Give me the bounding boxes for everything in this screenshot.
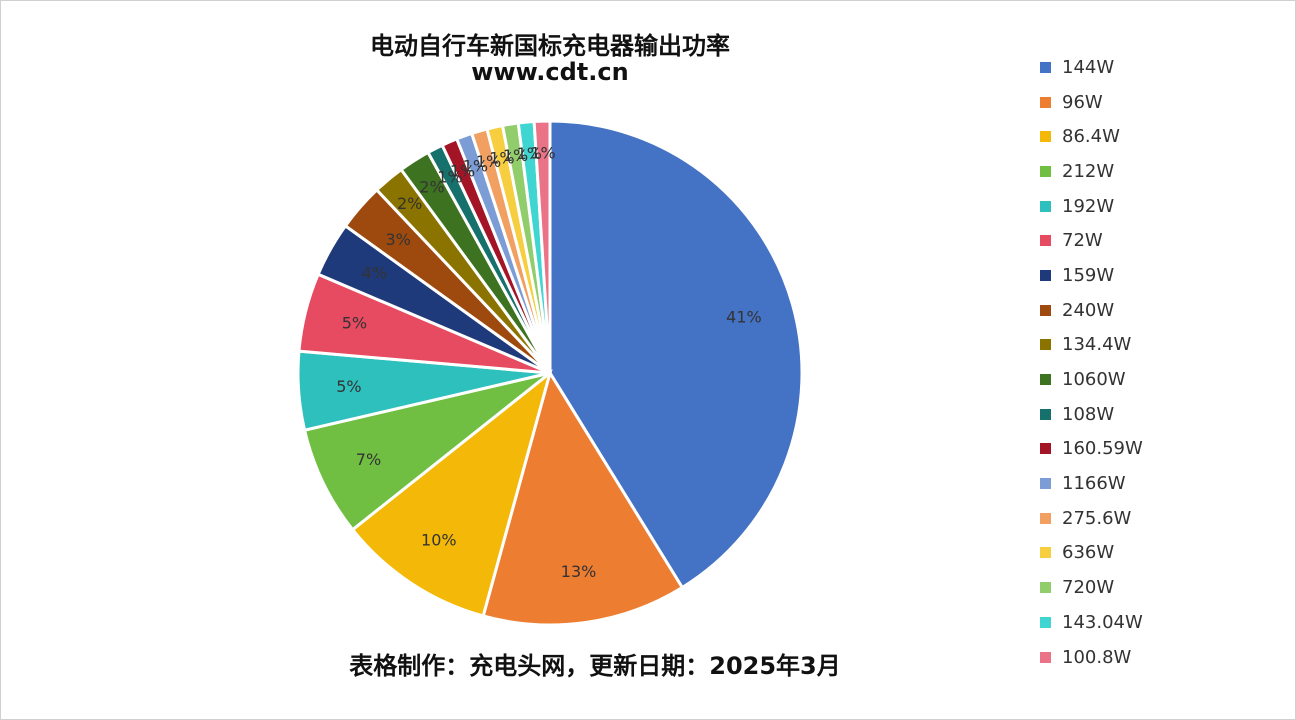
legend-swatch xyxy=(1040,512,1051,524)
legend-label: 720W xyxy=(1062,577,1115,599)
chart-legend: 144W 96W 86.4W 212W 192W 72W 159W 240W 134.4W 106… xyxy=(1040,50,1143,674)
legend-item: 240W xyxy=(1040,293,1143,328)
slice-data-label: 1% xyxy=(476,152,501,171)
slice-data-label: 1% xyxy=(489,149,514,168)
chart-footer: 表格制作：充电头网，更新日期：2025年3月 xyxy=(349,652,841,680)
legend-swatch xyxy=(1040,96,1051,108)
legend-swatch xyxy=(1040,443,1051,455)
legend-label: 100.8W xyxy=(1062,646,1132,668)
legend-label: 192W xyxy=(1062,195,1115,217)
legend-item: 159W xyxy=(1040,258,1143,293)
legend-label: 636W xyxy=(1062,542,1115,564)
slice-data-label: 1% xyxy=(503,146,528,165)
legend-label: 108W xyxy=(1062,403,1115,425)
legend-swatch xyxy=(1040,616,1051,628)
pie-slice xyxy=(350,368,553,618)
legend-swatch xyxy=(1040,582,1051,594)
chart-subtitle: www.cdt.cn xyxy=(471,58,629,86)
slice-data-label: 1% xyxy=(437,167,462,186)
slice-data-label: 2% xyxy=(397,194,422,213)
slice-data-label: 1% xyxy=(463,156,488,175)
legend-label: 143.04W xyxy=(1062,611,1143,633)
legend-item: 134.4W xyxy=(1040,328,1143,363)
pie-chart: 41%13%10%7%5%5%4%3%2%2%1%1%1%1%1%1%1%1% xyxy=(296,119,804,627)
legend-swatch xyxy=(1040,374,1051,386)
legend-item: 275.6W xyxy=(1040,501,1143,536)
legend-label: 275.6W xyxy=(1062,507,1132,529)
slice-data-label: 5% xyxy=(342,314,367,333)
chart-title: 电动自行车新国标充电器输出功率 xyxy=(370,32,730,60)
legend-label: 144W xyxy=(1062,56,1115,78)
legend-label: 96W xyxy=(1062,91,1103,113)
legend-swatch xyxy=(1040,131,1051,143)
legend-item: 143.04W xyxy=(1040,605,1143,640)
pie-slice xyxy=(532,119,552,374)
legend-item: 192W xyxy=(1040,189,1143,224)
legend-item: 1060W xyxy=(1040,362,1143,397)
slice-data-label: 1% xyxy=(450,161,475,180)
legend-swatch xyxy=(1040,165,1051,177)
legend-item: 1166W xyxy=(1040,466,1143,501)
legend-swatch xyxy=(1040,61,1051,73)
slice-data-label: 5% xyxy=(336,377,361,396)
legend-item: 108W xyxy=(1040,397,1143,432)
legend-item: 96W xyxy=(1040,85,1143,120)
legend-item: 72W xyxy=(1040,223,1143,258)
legend-item: 100.8W xyxy=(1040,640,1143,675)
slice-data-label: 41% xyxy=(726,308,762,327)
legend-item: 160.59W xyxy=(1040,432,1143,467)
legend-label: 159W xyxy=(1062,264,1115,286)
legend-swatch xyxy=(1040,651,1051,663)
legend-label: 134.4W xyxy=(1062,334,1132,356)
legend-label: 240W xyxy=(1062,299,1115,321)
slice-data-label: 13% xyxy=(561,562,597,581)
legend-item: 212W xyxy=(1040,154,1143,189)
legend-label: 1166W xyxy=(1062,473,1126,495)
legend-item: 86.4W xyxy=(1040,119,1143,154)
legend-label: 86.4W xyxy=(1062,126,1120,148)
legend-swatch xyxy=(1040,269,1051,281)
legend-label: 160.59W xyxy=(1062,438,1143,460)
slice-data-label: 4% xyxy=(362,264,387,283)
legend-item: 636W xyxy=(1040,536,1143,571)
legend-item: 720W xyxy=(1040,570,1143,605)
slice-data-label: 10% xyxy=(421,531,457,550)
slice-data-label: 1% xyxy=(517,144,542,163)
pie-slice xyxy=(548,119,804,590)
slice-data-label: 1% xyxy=(530,143,555,162)
pie-slice xyxy=(302,371,551,532)
slice-data-label: 2% xyxy=(419,178,444,197)
legend-label: 212W xyxy=(1062,160,1115,182)
legend-swatch xyxy=(1040,200,1051,212)
legend-swatch xyxy=(1040,547,1051,559)
legend-swatch xyxy=(1040,478,1051,490)
legend-swatch xyxy=(1040,304,1051,316)
legend-swatch xyxy=(1040,408,1051,420)
slice-data-label: 3% xyxy=(386,230,411,249)
legend-label: 1060W xyxy=(1062,369,1126,391)
legend-swatch xyxy=(1040,339,1051,351)
slice-data-label: 7% xyxy=(356,450,381,469)
legend-item: 144W xyxy=(1040,50,1143,85)
legend-swatch xyxy=(1040,235,1051,247)
legend-label: 72W xyxy=(1062,230,1103,252)
